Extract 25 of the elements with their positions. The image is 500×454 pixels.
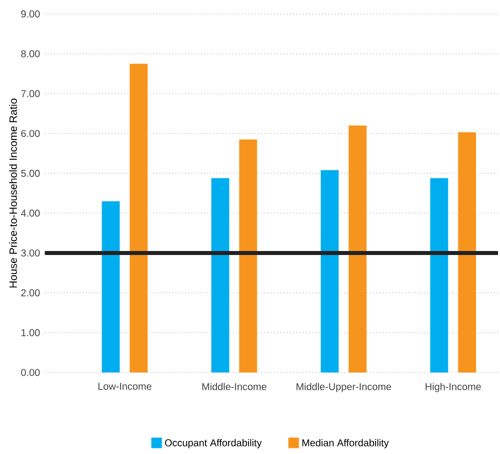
- x-tick-label: Low-Income: [98, 383, 152, 390]
- y-tick-label: 4.00: [20, 210, 40, 217]
- y-tick-label: 8.00: [21, 50, 40, 58]
- bar: [211, 178, 230, 373]
- legend-label: Median Affordability: [302, 439, 389, 449]
- bar: [130, 64, 148, 373]
- bar: [458, 132, 476, 373]
- bar: [320, 170, 339, 373]
- y-tick-label: 7.00: [21, 90, 40, 98]
- x-tick-label: High-Income: [426, 383, 481, 392]
- bar: [102, 201, 120, 373]
- bar: [239, 140, 258, 373]
- y-tick-label: 5.00: [21, 170, 40, 178]
- legend-label: Occupant Affordability: [165, 439, 262, 449]
- bar: [348, 126, 367, 373]
- y-tick-label: 0.00: [21, 369, 40, 376]
- x-tick-label: Middle-Income: [202, 383, 266, 390]
- y-tick-label: 9.00: [21, 10, 40, 18]
- bar: [430, 178, 448, 373]
- y-tick-label: 3.00: [21, 250, 40, 257]
- x-tick-label: Middle-Upper-Income: [296, 383, 392, 392]
- y-tick-label: 6.00: [21, 130, 40, 138]
- y-axis-title: House Price-to-Household Income Ratio: [9, 98, 17, 288]
- y-tick-label: 1.00: [22, 329, 40, 336]
- y-tick-label: 2.00: [21, 290, 40, 297]
